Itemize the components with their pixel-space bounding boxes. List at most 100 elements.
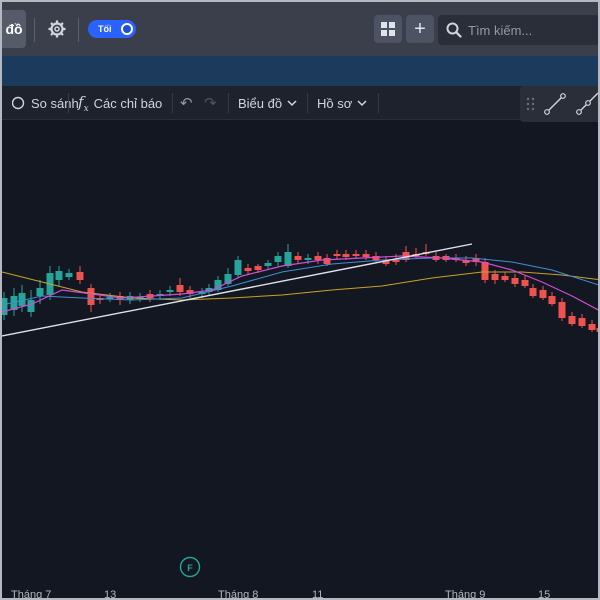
candle-body <box>244 268 252 271</box>
chart-toolbar: So sánh fx Các chỉ báo ↶ ↷ Biểu đồ Hồ sơ <box>2 86 598 120</box>
candle-body <box>342 254 350 257</box>
candle-body <box>529 288 537 296</box>
search-input[interactable]: Tìm kiếm... <box>438 15 598 45</box>
compare-label: So sánh <box>31 95 79 111</box>
theme-toggle-label: Tối <box>98 24 112 34</box>
candle-body <box>18 293 26 306</box>
candle-body <box>333 254 341 256</box>
candle-body <box>36 288 44 296</box>
candle-body <box>55 271 63 280</box>
divider <box>68 93 69 113</box>
redo-button[interactable]: ↷ <box>204 86 217 120</box>
chevron-down-icon <box>357 100 367 107</box>
candlestick-series <box>2 244 598 332</box>
drag-handle-icon[interactable] <box>526 97 536 111</box>
moving-average-short <box>2 255 598 313</box>
candle-body <box>511 278 519 284</box>
candle-body <box>87 288 95 305</box>
candle-body <box>372 256 380 260</box>
candle-body <box>548 296 556 304</box>
candle-body <box>176 285 184 292</box>
profile-dropdown[interactable]: Hồ sơ <box>317 86 367 120</box>
candle-body <box>392 260 400 262</box>
plus-icon: + <box>414 17 426 40</box>
candle-body <box>462 260 470 263</box>
divider <box>307 93 308 113</box>
candle-body <box>362 254 370 257</box>
candle-body <box>568 316 576 324</box>
candle-body <box>491 274 499 280</box>
grid-icon <box>381 22 395 36</box>
layout-button[interactable] <box>374 15 402 43</box>
event-marker[interactable]: F <box>179 556 201 578</box>
chart-type-dropdown[interactable]: Biểu đồ <box>238 86 297 120</box>
candle-body <box>521 280 529 286</box>
x-axis-label: 15 <box>538 589 550 600</box>
candle-body <box>481 262 489 280</box>
candle-body <box>274 256 282 262</box>
theme-toggle[interactable]: Tối <box>88 10 138 48</box>
candle-body <box>224 274 232 284</box>
indicators-button[interactable]: fx Các chỉ báo <box>78 86 162 120</box>
chart-title[interactable]: đồ <box>2 10 26 48</box>
event-marker-label: F <box>187 563 193 573</box>
candle-body <box>501 276 509 280</box>
candle-body <box>166 290 174 292</box>
toggle-knob <box>121 23 133 35</box>
undo-button[interactable]: ↶ <box>180 86 193 120</box>
search-placeholder: Tìm kiếm... <box>468 22 533 38</box>
divider <box>378 93 379 113</box>
candle-body <box>323 258 331 264</box>
candle-body <box>214 280 222 290</box>
settings-button[interactable] <box>44 10 70 48</box>
moving-average-long <box>2 271 598 301</box>
trend-line-drawing[interactable] <box>2 243 473 337</box>
chevron-down-icon <box>287 100 297 107</box>
candle-body <box>578 318 586 326</box>
candle-body <box>294 256 302 260</box>
x-axis-label: Tháng 7 <box>11 589 51 600</box>
redo-icon: ↷ <box>204 95 217 112</box>
undo-icon: ↶ <box>180 95 193 112</box>
top-bar: đồ Tối <box>2 2 598 56</box>
candle-body <box>65 273 73 277</box>
candle-body <box>284 252 292 266</box>
candle-body <box>352 254 360 256</box>
drawing-tools-panel <box>520 86 600 122</box>
banner-strip <box>2 56 598 86</box>
time-axis[interactable]: Tháng 7 13 Tháng 8 11 Tháng 9 15 <box>11 589 550 600</box>
candle-body <box>2 298 8 315</box>
gear-icon <box>48 20 66 38</box>
moving-average-mid <box>2 257 598 306</box>
candle-body <box>382 260 390 264</box>
divider <box>34 18 35 42</box>
candle-body <box>588 324 596 330</box>
chart-canvas[interactable]: F Tháng 7 13 Tháng 8 11 Tháng 9 15 <box>2 120 600 600</box>
ray-tool-icon[interactable] <box>574 91 600 117</box>
divider <box>228 93 229 113</box>
compare-button[interactable]: So sánh <box>12 86 79 120</box>
divider <box>172 93 173 113</box>
compare-icon <box>12 96 25 110</box>
candle-body <box>186 290 194 294</box>
candle-body <box>254 266 262 270</box>
x-axis-label: Tháng 8 <box>218 589 258 600</box>
function-icon: fx <box>78 92 89 114</box>
candle-body <box>596 328 598 332</box>
x-axis-label: Tháng 9 <box>445 589 485 600</box>
candle-body <box>76 272 84 280</box>
price-chart[interactable]: F Tháng 7 13 Tháng 8 11 Tháng 9 15 <box>2 120 600 600</box>
candle-body <box>234 260 242 275</box>
candle-body <box>10 296 18 310</box>
candle-body <box>314 256 322 260</box>
candle-body <box>304 258 312 260</box>
trend-line-tool-icon[interactable] <box>542 91 568 117</box>
candle-body <box>264 263 272 266</box>
candle-body <box>472 258 480 262</box>
candle-body <box>27 300 35 312</box>
candle-body <box>106 297 114 299</box>
x-axis-label: 11 <box>312 589 323 600</box>
add-button[interactable]: + <box>406 15 434 43</box>
x-axis-label: 13 <box>104 589 116 600</box>
